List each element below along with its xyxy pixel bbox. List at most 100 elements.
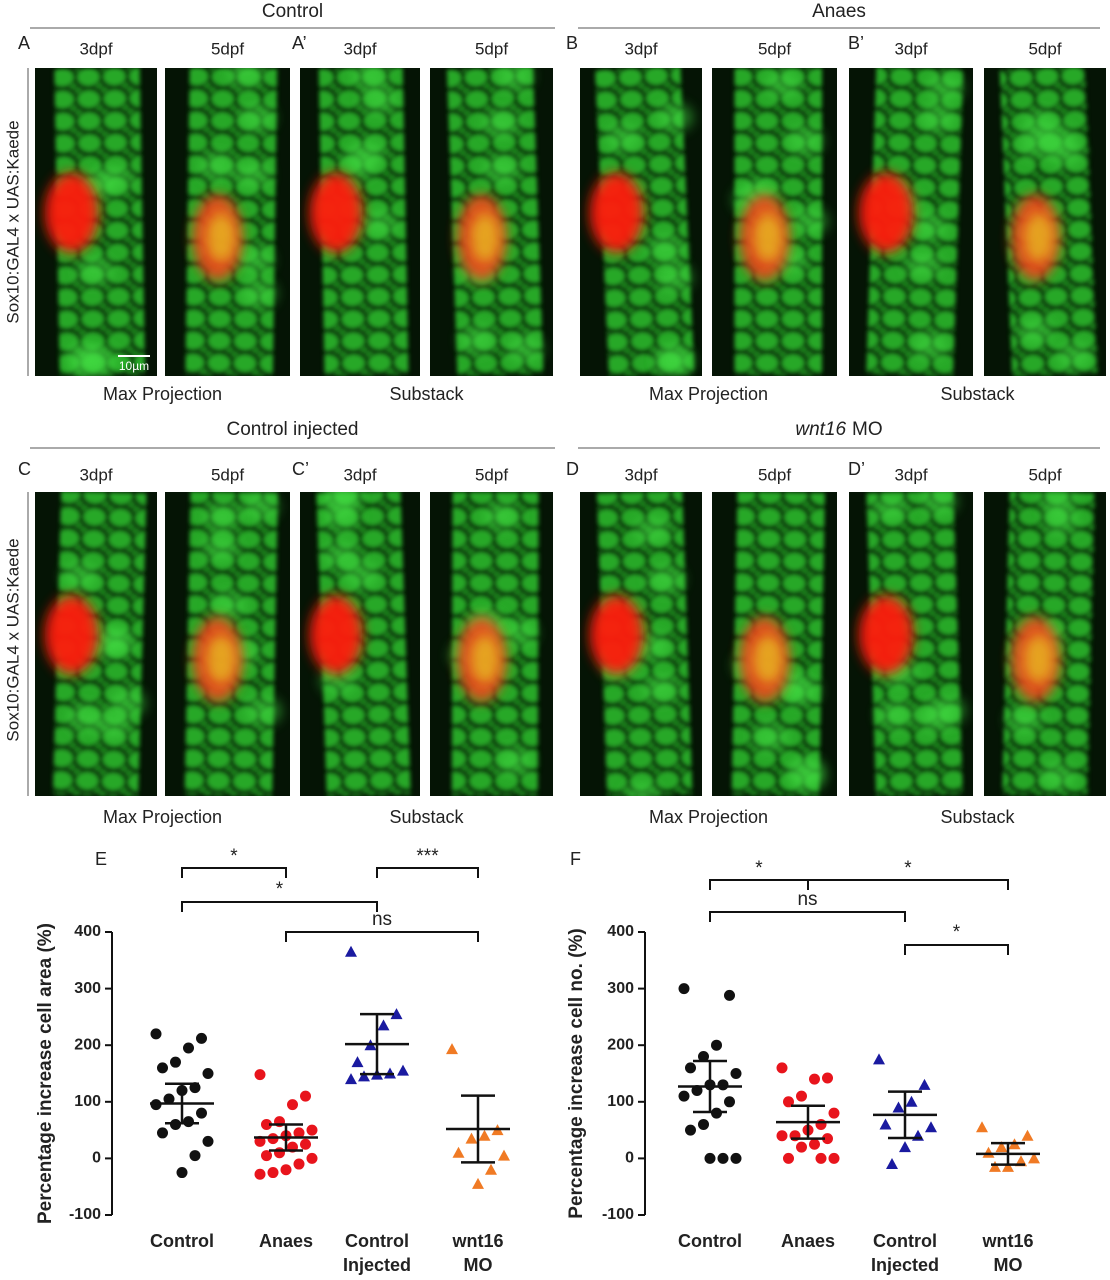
cell-glow (791, 207, 828, 236)
stage-label: 3dpf (624, 465, 657, 484)
data-point (976, 1121, 988, 1133)
cell-glow (323, 492, 360, 515)
cell-glow (656, 103, 693, 132)
group-title-rest: MO (852, 419, 883, 440)
stage-label: 5dpf (758, 465, 791, 484)
data-point (905, 1095, 918, 1107)
data-point (776, 1062, 788, 1074)
stage-label: 3dpf (624, 39, 657, 58)
data-point (498, 1149, 510, 1161)
cell-glow (496, 747, 533, 776)
error-bar (991, 1141, 1025, 1166)
error-bar (791, 1104, 825, 1140)
cell-glow (202, 533, 239, 562)
significance-label: * (276, 879, 284, 900)
data-point (925, 1121, 937, 1133)
kaede-red (309, 172, 363, 253)
data-point (828, 1152, 840, 1164)
micrograph (165, 68, 290, 376)
data-point (918, 1078, 931, 1090)
cell-glow (97, 165, 134, 194)
cell-glow (656, 263, 693, 292)
data-point (478, 1129, 491, 1141)
error-bar (461, 1094, 495, 1164)
data-point (293, 1127, 305, 1139)
panel-letter: F (570, 849, 581, 869)
cell-glow (1017, 130, 1054, 159)
y-tick-label: 200 (74, 1036, 101, 1053)
cell-glow (921, 492, 958, 516)
data-point (796, 1090, 807, 1102)
data-point (163, 1093, 175, 1105)
panel-caption: Substack (389, 807, 464, 827)
data-point (150, 1028, 162, 1040)
data-point (465, 1132, 478, 1144)
data-point (300, 1090, 311, 1102)
significance-bracket (181, 867, 287, 878)
micrograph (712, 68, 837, 376)
stage-label: 5dpf (211, 39, 244, 58)
cell-glow (361, 85, 398, 114)
x-tick-label: Anaes (781, 1231, 835, 1251)
data-point (157, 1127, 168, 1139)
y-tick-label: 200 (607, 1036, 634, 1053)
kaede-red (858, 172, 914, 253)
cell-glow (459, 325, 496, 354)
group-title: Control (262, 1, 323, 22)
panel-letter: D (566, 459, 579, 479)
micrograph-content (165, 492, 290, 796)
data-point (446, 1043, 458, 1055)
stage-label: 3dpf (343, 465, 376, 484)
data-point (822, 1072, 833, 1084)
side-label: Sox10:GAL4 x UAS:Kaede (3, 538, 22, 741)
cell-glow (1039, 762, 1076, 791)
kaede-yellow (1024, 634, 1054, 684)
panel-caption: Substack (389, 384, 464, 404)
panel-caption: Max Projection (103, 807, 222, 827)
data-point (685, 1062, 696, 1074)
cell-glow (238, 103, 275, 132)
data-point (345, 945, 357, 957)
data-point (351, 1056, 364, 1068)
data-point (345, 1073, 357, 1085)
data-point (711, 1039, 722, 1051)
cell-glow (872, 494, 909, 523)
y-axis-label: Percentage increase cell area (%) (35, 923, 56, 1224)
kaede-yellow (470, 212, 501, 263)
stage-label: 3dpf (79, 39, 112, 58)
kaede-red (44, 595, 99, 675)
cell-glow (911, 331, 948, 360)
cell-glow (240, 279, 277, 308)
panel-letter: B’ (848, 33, 864, 53)
error-bar (165, 1082, 199, 1125)
data-point (698, 1051, 709, 1063)
micrograph-content (35, 492, 157, 796)
cell-glow (483, 155, 520, 184)
cell-glow (1047, 138, 1084, 167)
panel-letter: C (18, 459, 31, 479)
data-point (892, 1101, 905, 1113)
x-tick-label: Control (150, 1231, 214, 1251)
group-title: Anaes (812, 1, 866, 22)
cell-glow (324, 541, 361, 570)
data-point (183, 1116, 194, 1128)
panel-letter: E (95, 849, 107, 869)
data-point (886, 1158, 898, 1170)
kaede-yellow (206, 634, 237, 684)
significance-label: * (953, 922, 961, 943)
cell-glow (340, 150, 377, 179)
y-tick-label: 100 (607, 1093, 634, 1110)
micrograph (984, 68, 1106, 376)
cell-glow (77, 256, 114, 285)
data-point (698, 1118, 709, 1130)
panel-caption: Max Projection (649, 807, 768, 827)
stage-label: 5dpf (475, 39, 508, 58)
data-point (995, 1141, 1008, 1153)
data-point (678, 983, 690, 995)
data-point (678, 1090, 690, 1102)
data-point (306, 1152, 318, 1164)
y-tick-label: 100 (74, 1093, 101, 1110)
micrograph-content (300, 492, 420, 796)
data-point (815, 1118, 827, 1130)
stage-label: 3dpf (343, 39, 376, 58)
